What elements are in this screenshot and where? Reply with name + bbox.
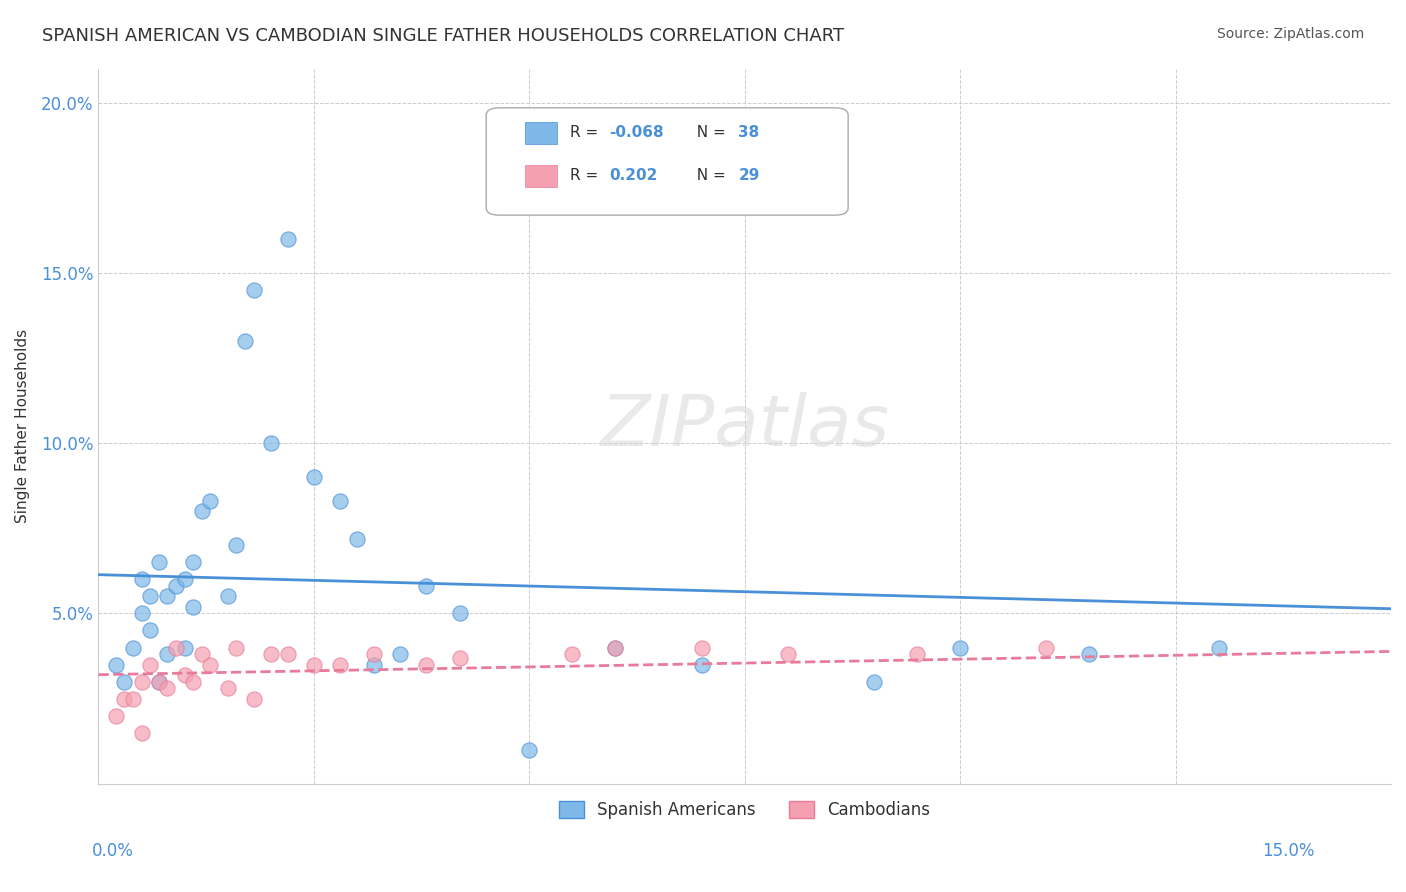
FancyBboxPatch shape [524, 122, 557, 144]
Spanish Americans [233, 334, 256, 348]
Spanish Americans [148, 555, 170, 569]
Spanish Americans [302, 470, 325, 484]
Cambodians [200, 657, 222, 672]
Text: SPANISH AMERICAN VS CAMBODIAN SINGLE FATHER HOUSEHOLDS CORRELATION CHART: SPANISH AMERICAN VS CAMBODIAN SINGLE FAT… [42, 27, 845, 45]
Cambodians [139, 657, 162, 672]
Cambodians [561, 648, 583, 662]
Cambodians [242, 691, 264, 706]
Spanish Americans [1078, 648, 1101, 662]
Y-axis label: Single Father Households: Single Father Households [15, 329, 30, 524]
Cambodians [122, 691, 145, 706]
Cambodians [1035, 640, 1057, 655]
Spanish Americans [863, 674, 886, 689]
Spanish Americans [131, 573, 153, 587]
Cambodians [131, 674, 153, 689]
Spanish Americans [200, 494, 222, 508]
Spanish Americans [181, 555, 204, 569]
FancyBboxPatch shape [524, 165, 557, 186]
Text: N =: N = [686, 169, 730, 183]
Spanish Americans [277, 232, 299, 246]
Spanish Americans [605, 640, 627, 655]
Text: ZIPatlas: ZIPatlas [600, 392, 889, 460]
Spanish Americans [517, 742, 540, 756]
Cambodians [112, 691, 135, 706]
Spanish Americans [181, 599, 204, 614]
Spanish Americans [949, 640, 972, 655]
Spanish Americans [156, 590, 179, 604]
Cambodians [131, 725, 153, 739]
Spanish Americans [191, 504, 214, 518]
Spanish Americans [112, 674, 135, 689]
Spanish Americans [104, 657, 127, 672]
Cambodians [173, 667, 195, 681]
Cambodians [449, 650, 471, 665]
Spanish Americans [217, 590, 239, 604]
Cambodians [302, 657, 325, 672]
Spanish Americans [173, 573, 195, 587]
Spanish Americans [139, 624, 162, 638]
Spanish Americans [173, 640, 195, 655]
Text: 15.0%: 15.0% [1263, 842, 1315, 860]
Spanish Americans [225, 538, 247, 552]
Spanish Americans [131, 607, 153, 621]
Cambodians [905, 648, 928, 662]
Spanish Americans [156, 648, 179, 662]
Cambodians [225, 640, 247, 655]
Cambodians [104, 708, 127, 723]
Text: N =: N = [686, 126, 730, 140]
Cambodians [156, 681, 179, 696]
Cambodians [329, 657, 352, 672]
Spanish Americans [260, 436, 283, 450]
Cambodians [605, 640, 627, 655]
Spanish Americans [415, 579, 437, 593]
Spanish Americans [346, 532, 368, 546]
Spanish Americans [363, 657, 385, 672]
Spanish Americans [148, 674, 170, 689]
Text: R =: R = [571, 169, 603, 183]
Text: Source: ZipAtlas.com: Source: ZipAtlas.com [1216, 27, 1364, 41]
Cambodians [191, 648, 214, 662]
Cambodians [148, 674, 170, 689]
Spanish Americans [242, 283, 264, 297]
Cambodians [363, 648, 385, 662]
Cambodians [165, 640, 187, 655]
Legend: Spanish Americans, Cambodians: Spanish Americans, Cambodians [553, 794, 938, 825]
Text: 29: 29 [738, 169, 759, 183]
Text: -0.068: -0.068 [609, 126, 664, 140]
Spanish Americans [449, 607, 471, 621]
Text: 0.202: 0.202 [609, 169, 658, 183]
Spanish Americans [329, 494, 352, 508]
Cambodians [277, 648, 299, 662]
Text: 38: 38 [738, 126, 759, 140]
Spanish Americans [165, 579, 187, 593]
Cambodians [415, 657, 437, 672]
Cambodians [776, 648, 799, 662]
Cambodians [690, 640, 713, 655]
Cambodians [260, 648, 283, 662]
Text: R =: R = [571, 126, 603, 140]
Spanish Americans [690, 657, 713, 672]
Spanish Americans [122, 640, 145, 655]
Text: 0.0%: 0.0% [91, 842, 134, 860]
Spanish Americans [1208, 640, 1230, 655]
Spanish Americans [139, 590, 162, 604]
Cambodians [181, 674, 204, 689]
FancyBboxPatch shape [486, 108, 848, 215]
Cambodians [217, 681, 239, 696]
Spanish Americans [389, 648, 412, 662]
